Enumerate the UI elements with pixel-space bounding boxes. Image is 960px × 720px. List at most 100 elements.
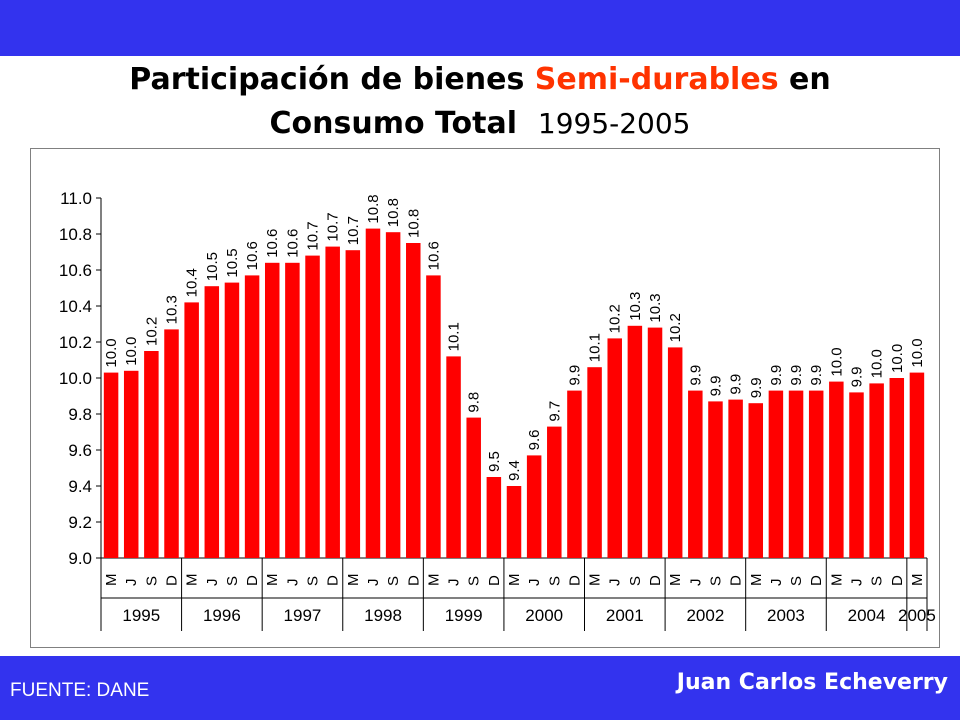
bar: [325, 246, 340, 558]
data-label: 9.9: [707, 376, 724, 397]
x-tick-label: J: [687, 579, 704, 587]
bar: [667, 347, 683, 558]
x-tick-label: J: [365, 579, 382, 587]
x-tick-label: J: [284, 579, 301, 587]
bar: [909, 372, 925, 558]
bar: [426, 275, 441, 558]
data-label: 10.0: [123, 337, 140, 366]
bar: [123, 370, 139, 558]
year-label: 2002: [686, 606, 724, 625]
x-tick-label: M: [425, 574, 442, 587]
title-part-1: Participación de bienes: [129, 62, 535, 97]
data-label: 10.7: [305, 221, 322, 250]
data-label: 9.5: [486, 451, 503, 472]
x-tick-label: D: [405, 575, 422, 586]
x-tick-label: S: [546, 576, 563, 586]
y-tick-label: 10.8: [59, 225, 92, 244]
data-label: 10.0: [909, 338, 926, 367]
x-tick-label: J: [123, 579, 140, 587]
data-label: 9.9: [728, 374, 745, 395]
x-tick-label: M: [828, 574, 845, 587]
x-tick-label: S: [305, 576, 322, 586]
y-tick-label: 9.8: [68, 405, 92, 424]
x-tick-label: M: [909, 574, 926, 587]
data-label: 10.0: [869, 349, 886, 378]
x-tick-label: D: [244, 575, 261, 586]
bar: [869, 383, 884, 558]
x-tick-label: D: [889, 575, 906, 586]
y-tick-label: 11.0: [60, 189, 92, 208]
y-tick-label: 10.2: [59, 333, 92, 352]
bar: [466, 417, 481, 558]
bar: [184, 302, 199, 558]
bar: [849, 392, 864, 558]
data-label: 9.9: [748, 377, 765, 398]
title-line-1: Participación de bienes Semi-durables en: [0, 58, 960, 102]
data-label: 10.2: [667, 313, 684, 342]
title-highlight: Semi-durables: [534, 62, 779, 97]
x-tick-label: M: [506, 574, 523, 587]
x-tick-label: J: [526, 579, 543, 587]
x-tick-label: J: [848, 579, 865, 587]
data-label: 9.9: [687, 365, 704, 386]
data-label: 10.6: [244, 241, 261, 270]
bar: [889, 378, 905, 558]
top-banner: [0, 0, 960, 56]
y-tick-label: 10.4: [59, 297, 92, 316]
bar: [506, 486, 522, 558]
bar: [627, 325, 643, 558]
bar: [688, 390, 703, 558]
title-line-2: Consumo Total 1995-2005: [0, 102, 960, 146]
bar: [567, 390, 582, 558]
x-tick-label: M: [264, 574, 281, 587]
bar: [164, 329, 179, 558]
y-tick-label: 10.6: [59, 261, 92, 280]
bar: [244, 275, 260, 558]
bar: [768, 390, 784, 558]
data-label: 9.9: [788, 365, 805, 386]
bar: [647, 327, 663, 558]
data-label: 10.1: [446, 322, 463, 351]
bar: [305, 255, 320, 558]
data-label: 9.9: [566, 365, 583, 386]
bar: [345, 250, 361, 558]
bar: [385, 232, 401, 558]
bar: [224, 282, 240, 558]
data-label: 9.9: [808, 365, 825, 386]
x-tick-label: M: [748, 574, 765, 587]
data-label: 10.2: [143, 317, 160, 346]
data-label: 10.3: [164, 295, 181, 324]
year-label: 1998: [364, 606, 402, 625]
x-tick-label: M: [587, 574, 604, 587]
data-label: 10.8: [385, 198, 402, 227]
data-label: 10.6: [425, 241, 442, 270]
year-label: 2005: [898, 606, 936, 625]
bottom-banner: [0, 656, 960, 720]
data-label: 10.8: [365, 194, 382, 223]
data-label: 10.3: [647, 293, 664, 322]
x-tick-label: D: [647, 575, 664, 586]
y-tick-label: 9.0: [68, 549, 92, 568]
x-tick-label: M: [345, 574, 362, 587]
bar: [708, 401, 723, 558]
data-label: 10.0: [103, 338, 120, 367]
x-tick-label: S: [385, 576, 402, 586]
bar: [526, 455, 542, 558]
year-label: 1996: [203, 606, 241, 625]
year-label: 1997: [284, 606, 322, 625]
data-label: 10.8: [405, 209, 422, 238]
data-label: 9.9: [848, 367, 865, 388]
bar: [587, 367, 602, 558]
bar: [406, 243, 421, 558]
bar: [607, 338, 622, 558]
data-label: 9.6: [526, 430, 543, 451]
data-label: 10.7: [345, 216, 362, 245]
data-label: 9.9: [768, 365, 785, 386]
data-label: 10.6: [284, 229, 301, 258]
title-part-2: en: [778, 62, 831, 97]
data-label: 10.0: [889, 344, 906, 373]
x-tick-label: J: [446, 579, 463, 587]
bar: [547, 426, 562, 558]
bar: [829, 381, 844, 558]
bar: [264, 262, 280, 558]
